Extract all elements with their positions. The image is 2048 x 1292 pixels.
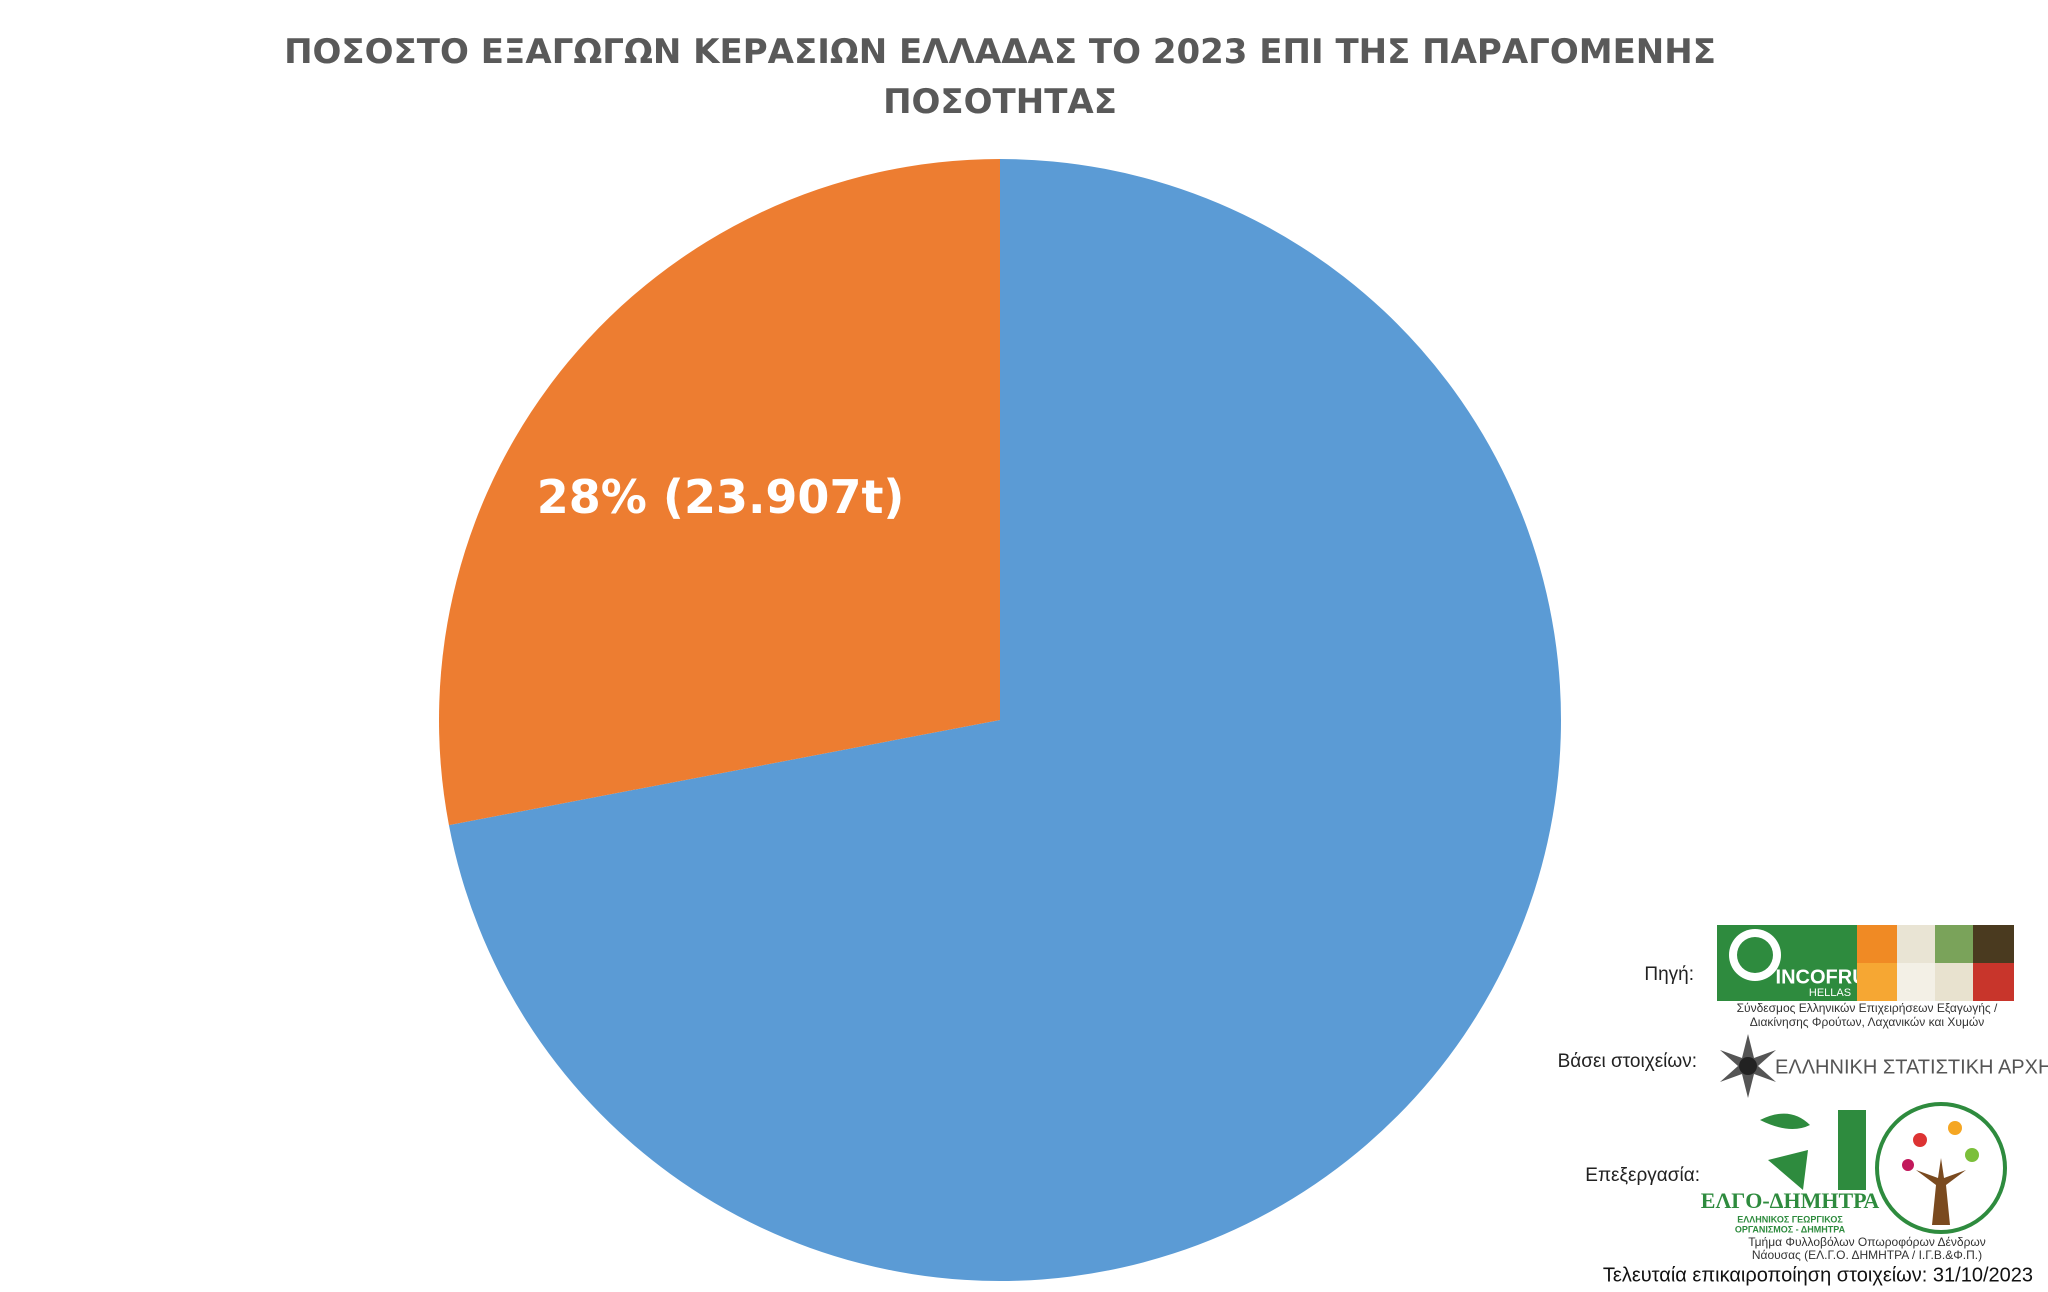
processing-label: Επεξεργασία: bbox=[1585, 1165, 1700, 1186]
photo-tile bbox=[1973, 963, 2014, 1001]
data-org: ΕΛΛΗΝΙΚΗ ΣΤΑΤΙΣΤΙΚΗ ΑΡΧΗ bbox=[1775, 1056, 2048, 1078]
photo-tile bbox=[1857, 925, 1897, 963]
logo-subtext: ΕΛΛΗΝΙΚΟΣ ΓΕΩΡΓΙΚΟΣ bbox=[1737, 1214, 1843, 1224]
wheat-box bbox=[1838, 1110, 1866, 1190]
logo-text: ΕΛΓΟ-ΔΗΜΗΤΡΑ bbox=[1701, 1188, 1880, 1213]
chart-title: ΠΟΣΟΣΤΟ ΕΞΑΓΩΓΩΝ ΚΕΡΑΣΙΩΝ ΕΛΛΑΔΑΣ ΤΟ 202… bbox=[284, 32, 1716, 122]
fruit bbox=[1948, 1121, 1962, 1135]
photo-tile bbox=[1935, 925, 1973, 963]
photo-tile bbox=[1857, 963, 1897, 1001]
source-caption: Διακίνησης Φρούτων, Λαχανικών και Χυμών bbox=[1750, 1015, 1984, 1029]
photo-tile bbox=[1897, 925, 1935, 963]
updated-note: Τελευταία επικαιροποίηση στοιχείων: 31/1… bbox=[1603, 1264, 2033, 1286]
data-label: 28% (23.907t) bbox=[537, 470, 905, 524]
photo-tile bbox=[1897, 963, 1935, 1001]
data-label: Βάσει στοιχείων: bbox=[1558, 1051, 1697, 1072]
logo-subtext: HELLAS bbox=[1809, 987, 1851, 999]
fruit bbox=[1902, 1159, 1914, 1171]
logo-subtext: ΟΡΓΑΝΙΣΜΟΣ - ΔΗΜΗΤΡΑ bbox=[1735, 1224, 1846, 1234]
processing-caption: Τμήμα Φυλλοβόλων Οπωροφόρων Δένδρων bbox=[1748, 1235, 1986, 1249]
face-drawing bbox=[1760, 1113, 1810, 1190]
photo-tile bbox=[1973, 925, 2014, 963]
fruit bbox=[1913, 1133, 1927, 1147]
pie-slice bbox=[439, 159, 1000, 826]
tree-ring bbox=[1875, 1102, 2007, 1234]
source-caption: Σύνδεσμος Ελληνικών Επιχειρήσεων Εξαγωγή… bbox=[1737, 1001, 1998, 1015]
credits: Πηγή: INCOFRUIT HELLAS Σύνδεσμος Ελληνικ… bbox=[1558, 925, 2048, 1286]
star-center bbox=[1739, 1057, 1757, 1075]
logo-seal-inner bbox=[1737, 937, 1773, 973]
pie: 28% (23.907t) bbox=[439, 159, 1561, 1281]
elstat-icon bbox=[1720, 1034, 1776, 1098]
fruit bbox=[1965, 1148, 1979, 1162]
photo-tile bbox=[1935, 963, 1973, 1001]
source-label: Πηγή: bbox=[1644, 964, 1694, 985]
tree-trunk bbox=[1916, 1158, 1966, 1225]
processing-caption: Νάουσας (ΕΛ.Γ.Ο. ΔΗΜΗΤΡΑ / Ι.Γ.Β.&Φ.Π.) bbox=[1752, 1248, 1982, 1262]
pie-slice bbox=[448, 159, 1561, 1281]
